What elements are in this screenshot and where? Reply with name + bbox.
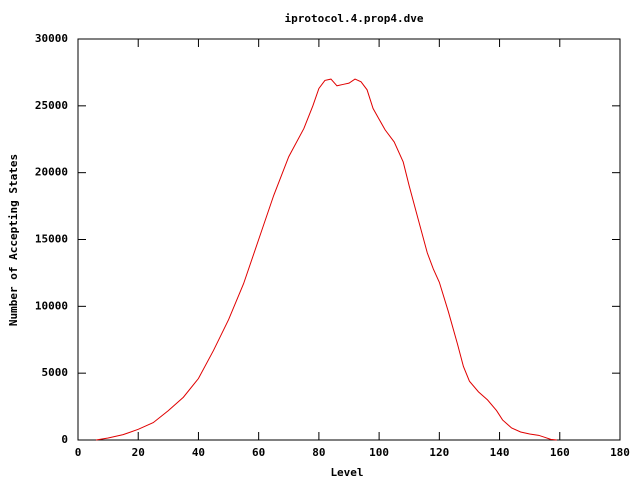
y-axis-label: Number of Accepting States (7, 154, 20, 326)
x-tick-label: 0 (75, 446, 82, 459)
data-line (95, 78, 557, 441)
y-tick-label: 5000 (42, 366, 69, 379)
x-tick-label: 140 (490, 446, 510, 459)
y-tick-label: 25000 (35, 99, 68, 112)
x-tick-label: 160 (550, 446, 570, 459)
x-tick-label: 180 (610, 446, 630, 459)
x-tick-label: 60 (252, 446, 265, 459)
y-tick-label: 20000 (35, 166, 68, 179)
chart-title: iprotocol.4.prop4.dve (284, 12, 423, 25)
y-tick-label: 30000 (35, 32, 68, 45)
x-axis-label: Level (330, 466, 363, 479)
x-tick-label: 100 (369, 446, 389, 459)
x-tick-label: 20 (132, 446, 145, 459)
y-tick-label: 15000 (35, 233, 68, 246)
x-tick-label: 120 (429, 446, 449, 459)
y-tick-label: 10000 (35, 299, 68, 312)
x-tick-label: 40 (192, 446, 205, 459)
y-tick-label: 0 (61, 433, 68, 446)
x-tick-label: 80 (312, 446, 325, 459)
